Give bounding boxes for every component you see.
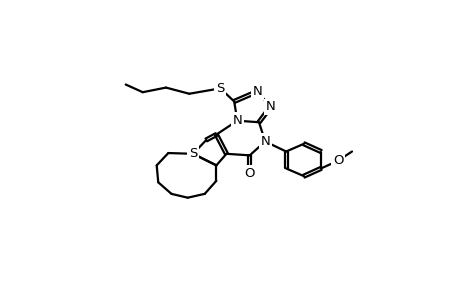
Text: O: O [244, 167, 254, 180]
Text: N: N [265, 100, 275, 113]
Text: O: O [332, 154, 342, 167]
Text: N: N [260, 135, 269, 148]
Text: N: N [252, 85, 262, 98]
Text: S: S [216, 82, 224, 95]
Text: S: S [189, 147, 197, 160]
Text: N: N [232, 114, 241, 127]
